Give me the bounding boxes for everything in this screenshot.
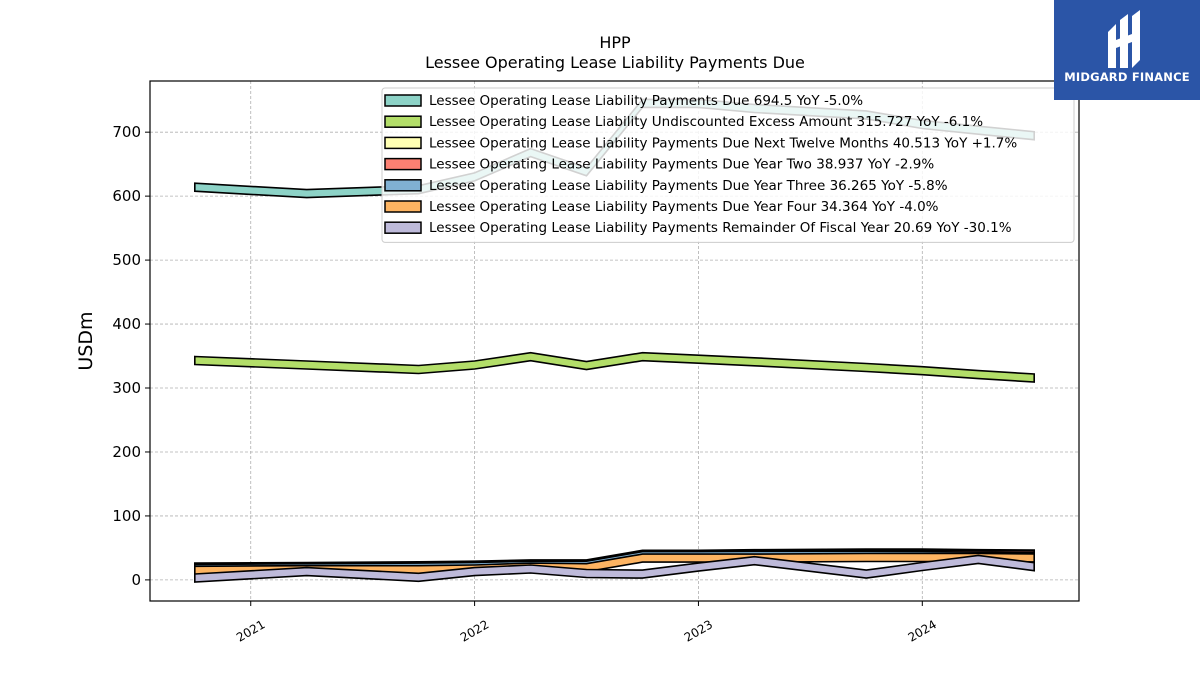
series-band-7: [194, 554, 1035, 583]
legend-box: [381, 87, 1075, 243]
legend-entry-4: Lessee Operating Lease Liability Payment…: [429, 157, 934, 173]
legend-entry-7: Lessee Operating Lease Liability Payment…: [429, 220, 1012, 236]
chart-subtitle: Lessee Operating Lease Liability Payment…: [425, 53, 805, 72]
y-tick-label: 400: [112, 315, 141, 333]
legend-swatch-5: [384, 179, 422, 192]
x-tick-label: 2024: [906, 617, 939, 644]
logo-brand-text: MIDGARD FINANCE: [1064, 70, 1190, 84]
midgard-finance-logo: MIDGARD FINANCE: [1054, 0, 1200, 100]
x-tick-label: 2023: [682, 617, 715, 644]
legend-entry-2: Lessee Operating Lease Liability Undisco…: [429, 114, 983, 130]
legend-entry-1: Lessee Operating Lease Liability Payment…: [429, 93, 863, 109]
y-tick-label: 300: [112, 379, 141, 397]
y-axis: 0 100 200 300 400 500 600 700: [112, 123, 150, 589]
legend-entry-6: Lessee Operating Lease Liability Payment…: [429, 199, 939, 215]
legend-swatch-4: [384, 157, 422, 171]
legend-entry-3: Lessee Operating Lease Liability Payment…: [429, 135, 1017, 151]
chart-title: HPP: [599, 33, 631, 52]
y-tick-label: 0: [131, 571, 141, 589]
x-tick-label: 2022: [458, 617, 491, 644]
series-band-2: [194, 351, 1035, 383]
x-tick-label: 2021: [234, 617, 267, 644]
legend-swatch-2: [384, 115, 422, 128]
legend-swatch-1: [384, 94, 422, 107]
y-tick-label: 600: [112, 187, 141, 205]
logo-mark-icon: [1108, 10, 1140, 68]
y-tick-label: 500: [112, 251, 141, 269]
y-tick-label: 700: [112, 123, 141, 141]
plot-frame: [149, 80, 1080, 602]
y-tick-label: 100: [112, 507, 141, 525]
legend-swatch-6: [384, 200, 422, 213]
series-layer: [194, 98, 1035, 583]
legend-swatch-3: [384, 136, 422, 150]
x-axis: 2021 2022 2023 2024: [234, 601, 939, 645]
legend: Lessee Operating Lease Liability Payment…: [381, 87, 1075, 243]
legend-swatch-7: [384, 221, 422, 234]
y-axis-label: USDm: [75, 311, 97, 370]
y-tick-label: 200: [112, 443, 141, 461]
legend-entry-5: Lessee Operating Lease Liability Payment…: [429, 178, 948, 194]
